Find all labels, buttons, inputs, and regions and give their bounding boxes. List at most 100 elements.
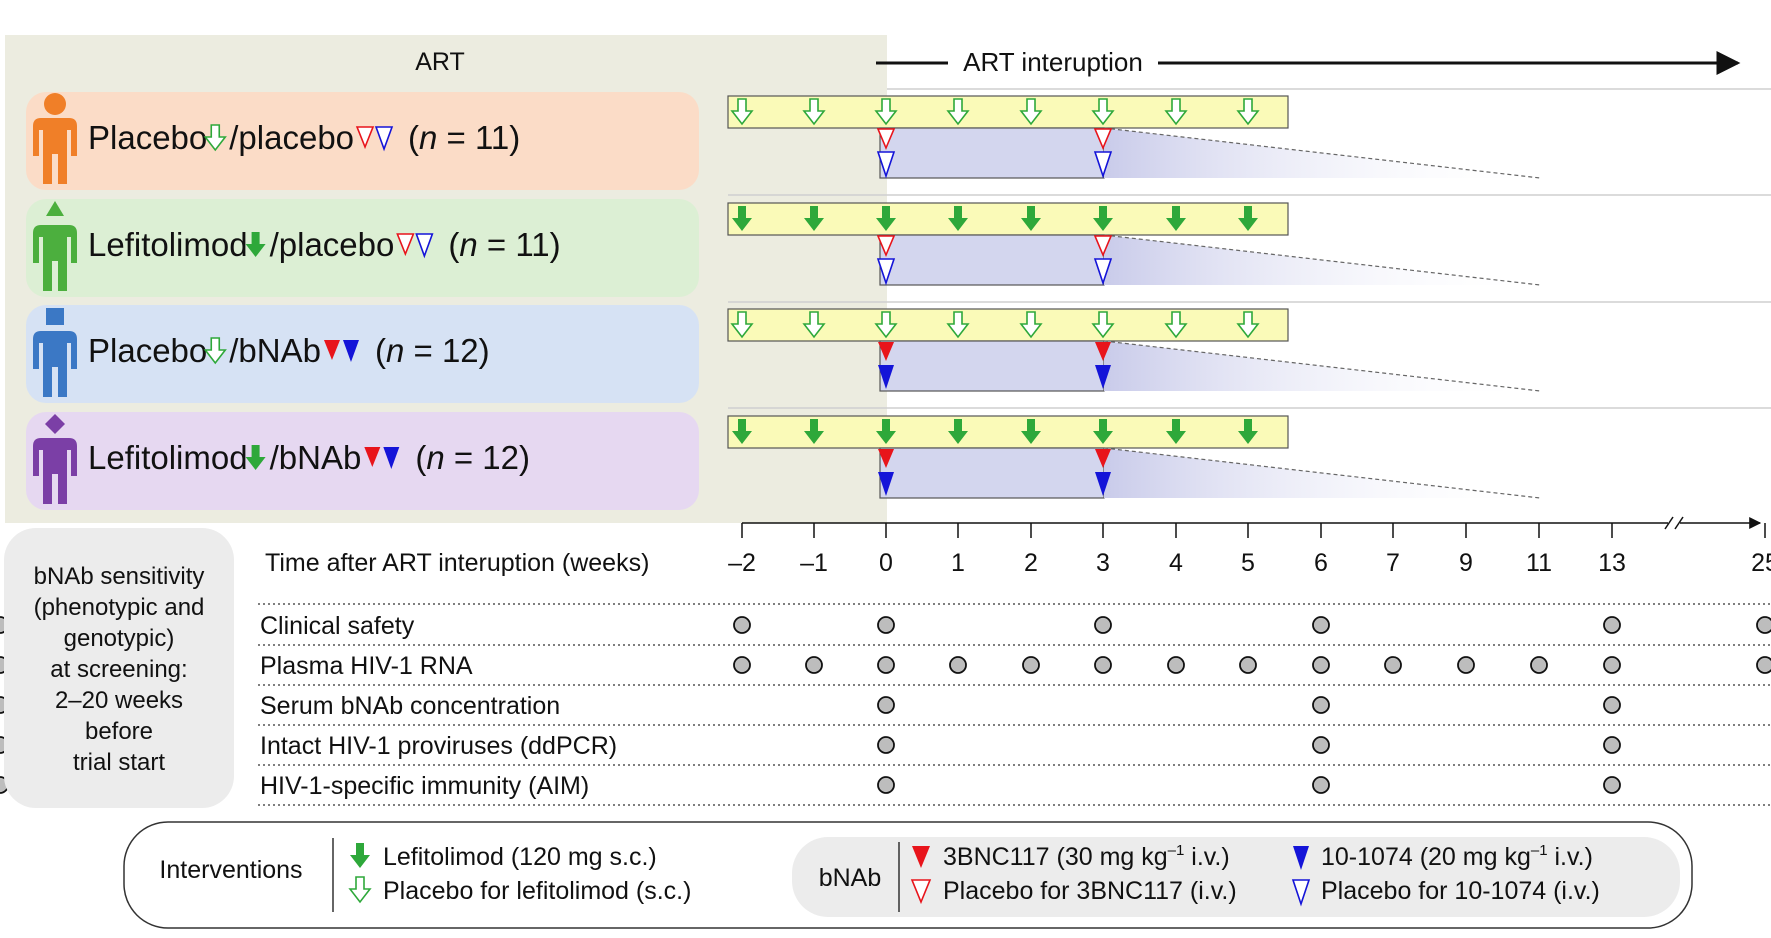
assessment-point — [1603, 656, 1621, 674]
assessment-point — [1756, 656, 1771, 674]
assessment-point — [877, 616, 895, 634]
group-n-label: (n = 12) — [375, 332, 490, 369]
dose-arrow-icon — [732, 419, 752, 444]
n-open: ( — [375, 332, 386, 369]
group-tlr-arrow-icon — [203, 337, 227, 365]
group-panel — [26, 412, 699, 510]
dose-arrow-icon — [876, 419, 896, 444]
screening-line: genotypic) — [64, 625, 175, 652]
dose-3bnc117-icon — [878, 449, 894, 468]
axis-tick-label: 3 — [1096, 549, 1110, 577]
group-3bnc117-icon — [364, 447, 381, 467]
dose-arrow-icon — [876, 206, 896, 231]
n-symbol: n — [459, 226, 477, 263]
legend-placebo-3bnc117-icon — [910, 879, 932, 905]
assessment-point — [1312, 656, 1330, 674]
axis-tick-label: 2 — [1024, 549, 1038, 577]
assessment-label: HIV-1-specific immunity (AIM) — [260, 772, 589, 800]
person-body — [33, 438, 77, 504]
group-10-1074-icon — [374, 126, 394, 152]
group-panel — [26, 199, 699, 297]
dose-arrow-icon — [1021, 419, 1041, 444]
person-body — [33, 118, 77, 184]
n-open: ( — [415, 439, 426, 476]
screening-line: trial start — [73, 749, 165, 776]
bnab-period-bar — [879, 340, 1105, 392]
bnab-period-bar — [879, 234, 1105, 286]
dose-arrow-icon — [874, 98, 898, 126]
group-label: Placebo — [88, 119, 207, 156]
dose-arrow-icon — [946, 311, 970, 339]
person-head — [46, 201, 64, 216]
assessment-point — [733, 616, 751, 634]
screening-line: (phenotypic and — [34, 594, 205, 621]
group-10-1074-icon — [415, 233, 434, 259]
dose-arrow-icon — [1166, 206, 1186, 231]
legend-placebo-10-1074-text: Placebo for 10-1074 (i.v.) — [1321, 877, 1600, 905]
assessment-point — [1756, 616, 1771, 634]
assessment-point — [1312, 736, 1330, 754]
group-n-label: (n = 12) — [415, 439, 530, 476]
groups-layer: Placebo /placebo (n = 11)Lefitolimod /pla… — [26, 92, 1771, 510]
group-n-label: (n = 11) — [448, 226, 560, 263]
bnab-decay-line — [1103, 127, 1541, 179]
dose-arrow-icon — [1093, 206, 1113, 231]
assessment-point — [1022, 656, 1040, 674]
screening-line: 2–20 weeks — [55, 687, 183, 714]
assessment-point — [1603, 736, 1621, 754]
assessment-point — [805, 656, 823, 674]
person-head — [45, 414, 65, 434]
dose-arrow-icon — [948, 206, 968, 231]
dose-3bnc117-icon — [1095, 449, 1111, 468]
dose-arrow-icon — [1093, 419, 1113, 444]
group-panel — [26, 305, 699, 403]
legend-3bnc117-icon — [912, 846, 930, 868]
assessment-point — [733, 656, 751, 674]
group-name: Placebo — [88, 119, 207, 156]
axis-tick-label: 0 — [879, 549, 893, 577]
group-label: Placebo — [88, 332, 207, 369]
group-name: Lefitolimod — [88, 439, 248, 476]
assessment-label: Plasma HIV-1 RNA — [260, 652, 473, 680]
legend-lefitolimod-icon — [350, 843, 370, 868]
n-value: = 12) — [445, 439, 530, 476]
assessment-point — [1603, 696, 1621, 714]
dose-arrow-icon — [1019, 98, 1043, 126]
legend-placebo-lefitolimod-icon — [348, 876, 372, 904]
dose-arrow-icon — [874, 311, 898, 339]
assessment-point — [1312, 696, 1330, 714]
group-bnab-label: /bNAb — [270, 439, 362, 476]
assessment-point — [877, 776, 895, 794]
legend-placebo-10-1074-icon — [1291, 879, 1311, 907]
dose-arrow-icon — [730, 98, 754, 126]
legend-10-1074-text: 10-1074 (20 mg kg–1 i.v.) — [1321, 842, 1593, 871]
screening-line: before — [85, 718, 153, 745]
lefitolimod-dosing-bar — [727, 95, 1289, 129]
axis-tick-label: 5 — [1241, 549, 1255, 577]
axis-tick-label: 1 — [951, 549, 965, 577]
legend-interventions-label: Interventions — [159, 856, 302, 884]
assessment-point — [1384, 656, 1402, 674]
group-tlr-arrow-icon — [203, 124, 227, 152]
axis-tick-label: 25 — [1751, 549, 1771, 577]
dose-3bnc117-icon — [1093, 128, 1113, 151]
assessment-point — [1312, 776, 1330, 794]
axis-tick-label: 9 — [1459, 549, 1473, 577]
dose-arrow-icon — [804, 206, 824, 231]
person-icon — [33, 93, 77, 184]
dose-arrow-icon — [1236, 98, 1260, 126]
axis-tick-label: 6 — [1314, 549, 1328, 577]
dose-arrow-icon — [1091, 98, 1115, 126]
bnab-decay-line — [1103, 447, 1541, 499]
dose-10-1074-icon — [878, 472, 894, 496]
dose-arrow-icon — [1236, 311, 1260, 339]
group-tlr-arrow-icon — [245, 232, 266, 257]
assessment-label: Intact HIV-1 proviruses (ddPCR) — [260, 732, 617, 760]
art-label: ART — [415, 48, 465, 76]
assessment-point — [1094, 656, 1112, 674]
dose-arrow-icon — [1091, 311, 1115, 339]
group-3bnc117-icon — [323, 340, 340, 360]
dose-arrow-icon — [802, 311, 826, 339]
dose-arrow-icon — [1238, 206, 1258, 231]
